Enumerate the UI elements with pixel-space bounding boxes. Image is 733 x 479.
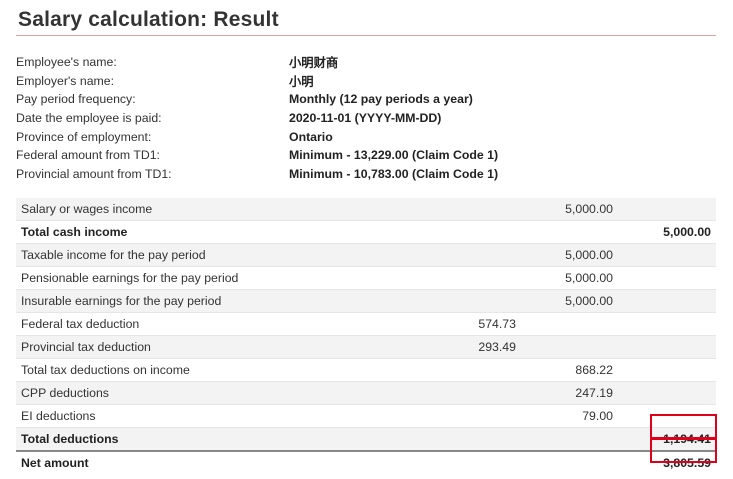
title-divider [16, 35, 716, 36]
info-value: Minimum - 13,229.00 (Claim Code 1) [289, 148, 499, 163]
info-value: Ontario [289, 129, 333, 144]
results-table: Salary or wages income 5,000.00 Total ca… [16, 198, 716, 474]
row-label: Total tax deductions on income [21, 363, 190, 377]
row-value-col3: 5,000.00 [663, 225, 711, 239]
table-row-net-amount: Net amount 3,805.59 [16, 452, 716, 474]
table-row-total-tax-deductions: Total tax deductions on income 868.22 [16, 359, 716, 382]
info-row-federal-td1: Federal amount from TD1: Minimum - 13,22… [16, 146, 616, 165]
table-row-ei-deductions: EI deductions 79.00 [16, 405, 716, 428]
table-row-insurable-earnings: Insurable earnings for the pay period 5,… [16, 290, 716, 313]
row-value-col2: 5,000.00 [565, 271, 613, 285]
row-value-col1: 574.73 [478, 317, 516, 331]
page-title: Salary calculation: Result [18, 8, 279, 31]
info-label: Pay period frequency: [16, 92, 136, 107]
table-row-total-cash-income: Total cash income 5,000.00 [16, 221, 716, 244]
row-value-col2: 247.19 [575, 386, 613, 400]
info-value: Minimum - 10,783.00 (Claim Code 1) [289, 166, 499, 181]
row-label: Total deductions [21, 432, 119, 446]
row-label: Net amount [21, 456, 89, 470]
table-row-taxable-income: Taxable income for the pay period 5,000.… [16, 244, 716, 267]
info-label: Employer's name: [16, 73, 115, 88]
info-label: Province of employment: [16, 129, 152, 144]
row-label: CPP deductions [21, 386, 109, 400]
info-label: Date the employee is paid: [16, 111, 162, 126]
info-row-employer-name: Employer's name: 小明 [16, 72, 616, 91]
table-row-federal-tax: Federal tax deduction 574.73 [16, 313, 716, 336]
table-row-cpp-deductions: CPP deductions 247.19 [16, 382, 716, 405]
row-label: Taxable income for the pay period [21, 248, 206, 262]
employee-info: Employee's name: 小明财商 Employer's name: 小… [16, 53, 616, 183]
info-row-pay-frequency: Pay period frequency: Monthly (12 pay pe… [16, 90, 616, 109]
info-row-provincial-td1: Provincial amount from TD1: Minimum - 10… [16, 165, 616, 184]
row-label: Insurable earnings for the pay period [21, 294, 222, 308]
row-label: Salary or wages income [21, 202, 153, 216]
row-value-col2: 5,000.00 [565, 202, 613, 216]
row-value-col1: 293.49 [478, 340, 516, 354]
row-label: Federal tax deduction [21, 317, 140, 331]
row-value-col3: 1,194.41 [663, 432, 711, 446]
row-label: Pensionable earnings for the pay period [21, 271, 239, 285]
table-row-total-deductions: Total deductions 1,194.41 [16, 428, 716, 452]
info-value: 小明 [289, 74, 314, 89]
info-value: 小明财商 [289, 56, 339, 71]
info-value: 2020-11-01 (YYYY-MM-DD) [289, 111, 442, 126]
table-row-provincial-tax: Provincial tax deduction 293.49 [16, 336, 716, 359]
info-value: Monthly (12 pay periods a year) [289, 92, 473, 107]
info-label: Provincial amount from TD1: [16, 166, 172, 181]
row-value-col2: 5,000.00 [565, 248, 613, 262]
row-value-col2: 79.00 [582, 409, 613, 423]
row-label: Provincial tax deduction [21, 340, 151, 354]
info-row-province: Province of employment: Ontario [16, 127, 616, 146]
row-value-col2: 5,000.00 [565, 294, 613, 308]
info-row-employee-name: Employee's name: 小明财商 [16, 53, 616, 72]
row-value-col2: 868.22 [575, 363, 613, 377]
row-value-col3: 3,805.59 [663, 456, 711, 470]
table-row-salary-income: Salary or wages income 5,000.00 [16, 198, 716, 221]
table-row-pensionable-earnings: Pensionable earnings for the pay period … [16, 267, 716, 290]
info-row-pay-date: Date the employee is paid: 2020-11-01 (Y… [16, 109, 616, 128]
info-label: Employee's name: [16, 55, 117, 70]
row-label: EI deductions [21, 409, 96, 423]
row-label: Total cash income [21, 225, 128, 239]
info-label: Federal amount from TD1: [16, 148, 160, 163]
